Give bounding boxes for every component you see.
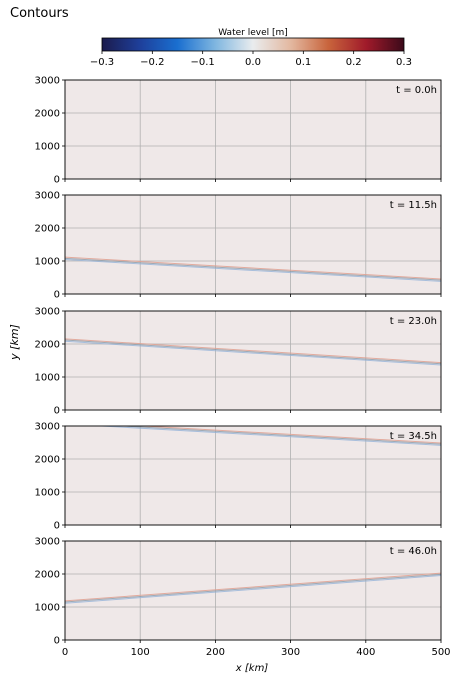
y-tick-label: 1000 [35, 373, 60, 384]
wave-line [65, 257, 441, 281]
wave-front [65, 572, 441, 604]
panel-frame [64, 310, 442, 411]
y-tick-label: 0 [54, 290, 60, 301]
panel-3: 0 1000 2000 3000 t = 23.0h [35, 307, 442, 417]
colorbar-tick-label: 0.0 [245, 57, 261, 68]
window-title: Contours [10, 6, 69, 21]
x-tick-label: 500 [431, 647, 450, 658]
wave-crest [65, 338, 441, 364]
wave-trough [93, 426, 441, 446]
y-tick-label: 1000 [35, 257, 60, 268]
colorbar-tick-label: −0.2 [140, 57, 164, 68]
y-tick-label: 0 [54, 406, 60, 417]
y-tick-label: 3000 [35, 191, 60, 202]
y-tick-label: 2000 [35, 340, 60, 351]
wave-trough [65, 575, 441, 604]
colorbar-tick-label: 0.3 [396, 57, 412, 68]
panel-background [65, 195, 441, 294]
x-tick-label: 400 [356, 647, 375, 658]
colorbar-tick-label: 0.2 [346, 57, 362, 68]
wave-crest [135, 426, 441, 444]
colorbar-tick-label: −0.1 [191, 57, 215, 68]
time-label: t = 34.5h [390, 431, 437, 442]
wave-front [65, 256, 441, 282]
time-label: t = 0.0h [396, 85, 437, 96]
x-tick-label: 0 [62, 647, 68, 658]
panel-2: 0 1000 2000 3000 t = 11.5h [35, 191, 442, 301]
wave-line [65, 573, 441, 603]
x-axis-label: x [km] [235, 663, 269, 674]
wave-front [65, 338, 441, 366]
y-tick-label: 0 [54, 521, 60, 532]
time-label: t = 11.5h [390, 200, 437, 211]
colorbar-label: Water level [m] [218, 28, 288, 38]
y-axis-label: y [km] [8, 324, 21, 361]
y-tick-label: 3000 [35, 537, 60, 548]
panel-frame [64, 540, 442, 641]
wave-crest [65, 572, 441, 602]
y-tick-label: 1000 [35, 603, 60, 614]
colorbar-tick-label: −0.3 [90, 57, 114, 68]
wave-trough [65, 340, 441, 366]
panel-5: 0 1000 2000 3000 0 100 200 300 400 500 t = 46.0h [35, 537, 451, 659]
panel-background [65, 541, 441, 640]
y-tick-label: 2000 [35, 109, 60, 120]
wave-crest [65, 256, 441, 280]
panel-background [65, 80, 441, 179]
y-tick-label: 2000 [35, 224, 60, 235]
x-tick-label: 300 [281, 647, 300, 658]
panel-background [65, 426, 441, 525]
x-tick-label: 100 [131, 647, 150, 658]
y-tick-label: 0 [54, 175, 60, 186]
y-tick-label: 1000 [35, 142, 60, 153]
panel-1: 0 1000 2000 3000 t = 0.0h [35, 76, 442, 186]
panel-frame [64, 79, 442, 180]
y-tick-label: 2000 [35, 455, 60, 466]
panel-4: 0 1000 2000 3000 t = 34.5h [35, 422, 442, 532]
y-tick-label: 3000 [35, 307, 60, 318]
y-tick-label: 0 [54, 636, 60, 647]
time-label: t = 23.0h [390, 316, 437, 327]
y-tick-label: 2000 [35, 570, 60, 581]
wave-trough [65, 259, 441, 282]
y-tick-label: 3000 [35, 422, 60, 433]
time-label: t = 46.0h [390, 546, 437, 557]
colorbar: Water level [m] −0.3 −0.2 −0.1 0.0 0.1 0.2 0.3 [90, 28, 412, 68]
panel-background [65, 311, 441, 410]
panel-frame [64, 425, 442, 526]
y-tick-label: 3000 [35, 76, 60, 87]
colorbar-tick-label: 0.1 [295, 57, 311, 68]
y-tick-label: 1000 [35, 488, 60, 499]
colorbar-bar [101, 37, 405, 52]
x-tick-label: 200 [206, 647, 225, 658]
panel-frame [64, 194, 442, 295]
wave-line [65, 339, 441, 365]
